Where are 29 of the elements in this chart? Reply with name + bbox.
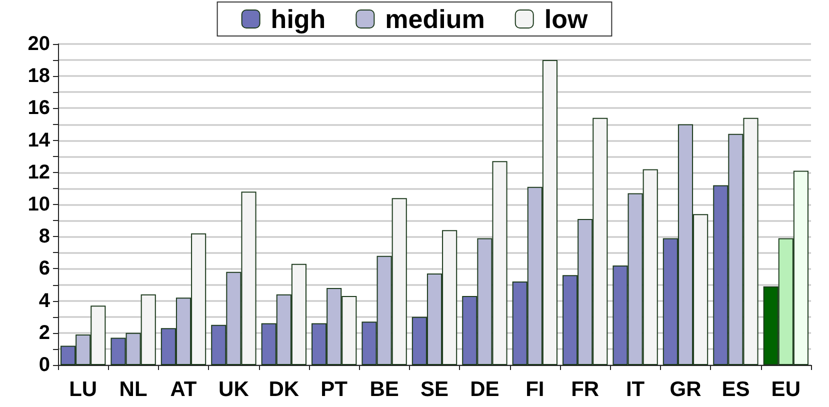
- legend-label: low: [544, 4, 588, 34]
- y-tick-label: 8: [38, 226, 50, 248]
- y-tick-label: 20: [28, 33, 50, 55]
- y-tick-label: 14: [28, 129, 51, 152]
- x-tick-label: SE: [420, 378, 449, 401]
- y-tick-label: 2: [38, 322, 50, 344]
- x-tick-label: UK: [218, 378, 249, 401]
- legend-label: medium: [385, 4, 485, 34]
- x-tick-label: ES: [722, 378, 750, 401]
- x-tick-label: EU: [771, 378, 800, 401]
- x-tick-label: PT: [320, 378, 348, 401]
- x-tick-label: AT: [170, 378, 197, 401]
- y-tick-label: 12: [28, 161, 50, 184]
- y-tick-label: 16: [28, 97, 50, 120]
- x-tick-label: FR: [571, 378, 600, 401]
- x-tick-label: NL: [119, 378, 148, 401]
- legend-label: high: [270, 4, 326, 34]
- x-tick-label: IT: [626, 378, 645, 401]
- x-tick-label: DE: [470, 378, 500, 401]
- y-tick-label: 18: [28, 65, 50, 88]
- x-tick-label: GR: [670, 378, 702, 401]
- x-tick-label: FI: [526, 378, 544, 401]
- y-tick-label: 0: [38, 354, 50, 376]
- y-tick-label: 10: [28, 194, 50, 216]
- y-tick-label: 4: [38, 290, 51, 312]
- x-tick-label: BE: [370, 378, 399, 401]
- x-tick-label: LU: [69, 378, 98, 401]
- y-tick-label: 6: [38, 258, 50, 280]
- x-tick-label: DK: [268, 378, 300, 401]
